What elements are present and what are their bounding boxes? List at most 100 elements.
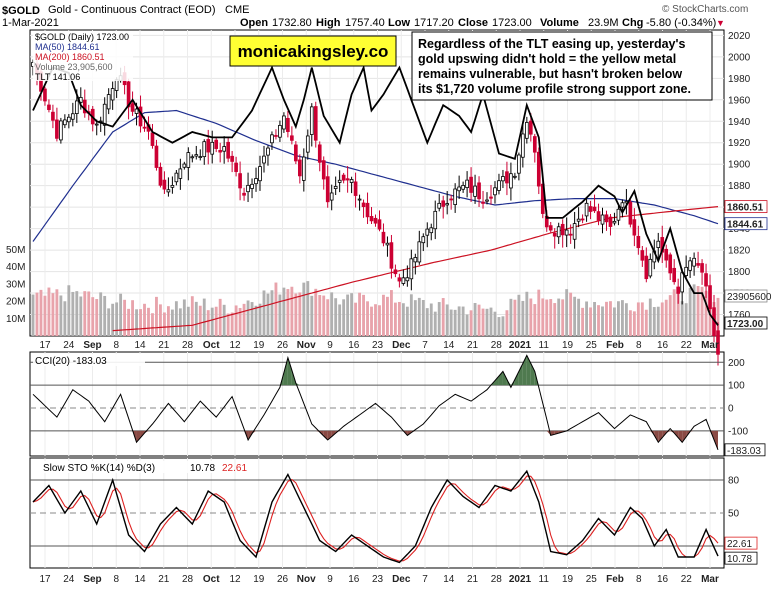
candle-up bbox=[445, 203, 450, 206]
volume-bar bbox=[613, 307, 616, 336]
volume-bar bbox=[597, 305, 600, 336]
volume-bar bbox=[127, 308, 131, 336]
close-label: Close bbox=[458, 17, 488, 29]
sto-tick-label: 50 bbox=[728, 509, 740, 520]
volume-bar bbox=[139, 309, 142, 336]
volume-bar bbox=[131, 300, 134, 336]
candle-up bbox=[612, 220, 617, 224]
volume-bar bbox=[417, 297, 421, 336]
candle-up bbox=[182, 163, 187, 168]
candle-up bbox=[246, 184, 250, 193]
candle-up bbox=[457, 186, 461, 192]
candle-down bbox=[708, 285, 712, 310]
candle-up bbox=[202, 141, 207, 158]
candle-up bbox=[648, 258, 653, 277]
low-label: Low bbox=[388, 17, 410, 29]
candle-up bbox=[63, 119, 67, 126]
x-tick-label: Nov bbox=[297, 574, 316, 585]
candle-up bbox=[429, 227, 434, 234]
candle-up bbox=[405, 277, 410, 282]
volume-bar bbox=[489, 307, 493, 336]
volume-bar bbox=[67, 285, 71, 336]
volume-bar bbox=[533, 304, 537, 336]
candle-down bbox=[636, 235, 641, 249]
candle-up bbox=[266, 147, 270, 156]
candle-up bbox=[385, 242, 390, 246]
candle-up bbox=[517, 154, 521, 174]
volume-bar bbox=[43, 295, 47, 336]
cci-oversold-fill bbox=[654, 430, 659, 443]
candle-down bbox=[668, 254, 673, 274]
candle-up bbox=[509, 173, 513, 189]
candle-up bbox=[282, 115, 286, 130]
price-tick-label: 2020 bbox=[728, 31, 751, 42]
candle-up bbox=[680, 272, 684, 293]
volume-bar bbox=[298, 292, 302, 336]
candle-down bbox=[477, 182, 481, 200]
candle-down bbox=[345, 178, 350, 181]
volume-bar bbox=[302, 282, 306, 336]
candle-up bbox=[620, 202, 625, 208]
volume-bar bbox=[541, 298, 545, 336]
candle-down bbox=[604, 214, 609, 223]
candle-up bbox=[333, 186, 338, 189]
volume-bar bbox=[178, 308, 182, 336]
candle-up bbox=[106, 94, 111, 110]
candle-down bbox=[206, 139, 211, 153]
x-tick-label: Oct bbox=[203, 574, 220, 585]
low-value: 1717.20 bbox=[414, 17, 454, 29]
annotation-line-4: its $1,720 volume profile strong support… bbox=[418, 82, 691, 96]
volume-bar bbox=[640, 302, 644, 336]
cci-overbought-fill bbox=[514, 371, 519, 386]
volume-bar bbox=[517, 294, 521, 336]
x-tick-label: 21 bbox=[158, 574, 170, 585]
candle-down bbox=[234, 162, 238, 172]
cci-line bbox=[32, 354, 719, 450]
candle-up bbox=[270, 134, 274, 144]
volume-bar bbox=[83, 291, 87, 336]
price-tick-label: 1820 bbox=[728, 246, 751, 257]
candle-up bbox=[134, 108, 139, 114]
volume-value: 23.9M bbox=[588, 17, 619, 29]
volume-bar bbox=[238, 307, 242, 336]
candle-down bbox=[596, 211, 601, 221]
candle-up bbox=[262, 155, 266, 164]
x-tick-label: 2021 bbox=[509, 340, 532, 351]
volume-bar bbox=[155, 296, 158, 336]
candle-up bbox=[656, 240, 661, 248]
candle-down bbox=[230, 155, 234, 162]
price-tick-label: 1940 bbox=[728, 117, 751, 128]
candle-up bbox=[501, 176, 505, 182]
volume-bar bbox=[413, 300, 417, 336]
volume-bar bbox=[242, 303, 246, 336]
candle-up bbox=[110, 88, 115, 101]
volume-bar bbox=[664, 299, 668, 336]
open-label: Open bbox=[240, 17, 268, 29]
x-tick-label: Feb bbox=[606, 340, 624, 351]
volume-bar bbox=[390, 290, 393, 336]
volume-bar bbox=[632, 311, 636, 336]
volume-bar bbox=[481, 308, 485, 336]
cci-overbought-fill bbox=[530, 363, 535, 386]
x-tick-label: 8 bbox=[636, 574, 642, 585]
x-tick-label: 7 bbox=[422, 574, 428, 585]
sto-title: Slow STO %K(14) %D(3) bbox=[43, 463, 155, 474]
candle-up bbox=[194, 154, 199, 157]
candle-up bbox=[409, 258, 414, 280]
volume-bar bbox=[111, 303, 115, 336]
candle-up bbox=[584, 202, 589, 217]
candle-up bbox=[521, 133, 525, 158]
volume-bar bbox=[704, 290, 708, 336]
volume-bar bbox=[585, 301, 589, 336]
volume-bar bbox=[437, 302, 441, 336]
high-value: 1757.40 bbox=[345, 17, 385, 29]
candle-down bbox=[588, 206, 593, 212]
candle-down bbox=[154, 145, 159, 168]
legend-ma200: MA(200) 1860.51 bbox=[35, 52, 105, 62]
candle-up bbox=[301, 156, 306, 181]
candle-up bbox=[174, 172, 179, 183]
candle-down bbox=[126, 81, 131, 108]
candle-up bbox=[421, 236, 426, 244]
volume-bar bbox=[358, 292, 361, 336]
